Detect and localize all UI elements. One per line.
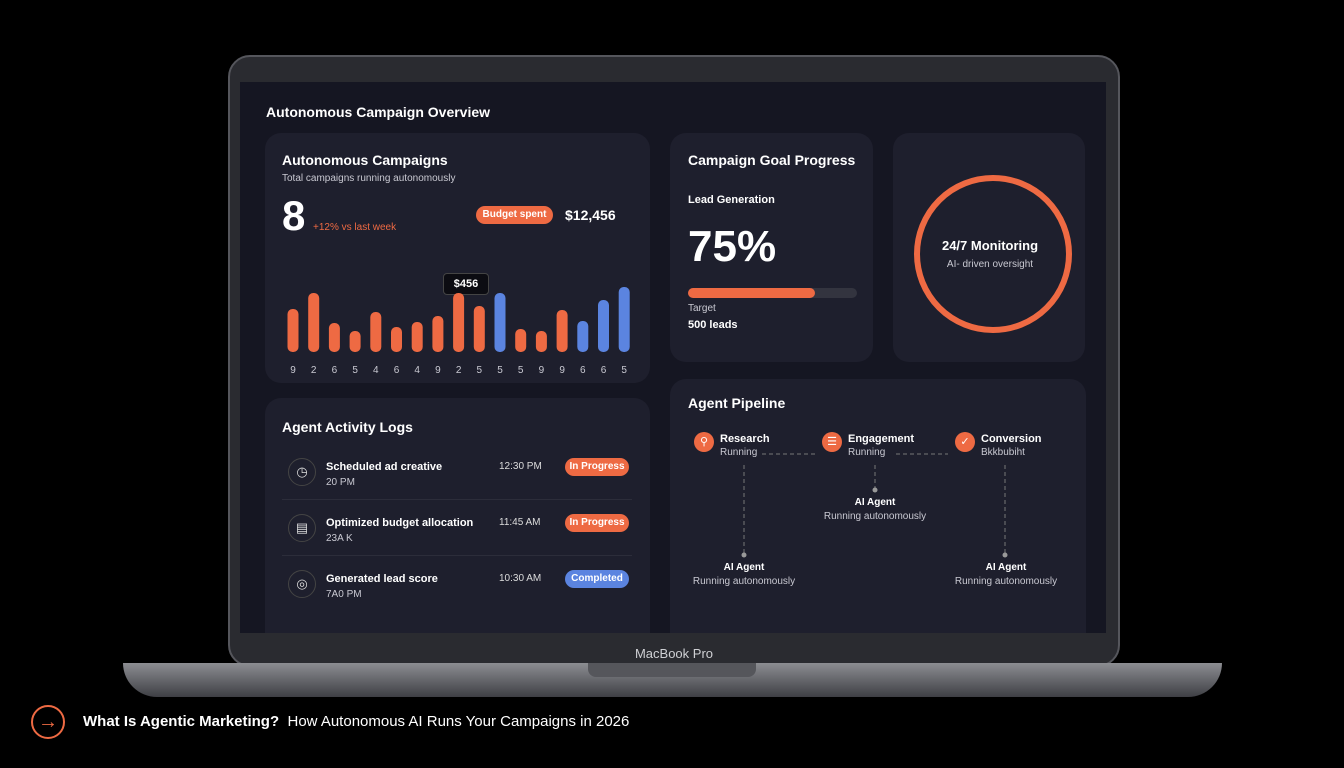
x-tick-label: 5	[497, 365, 503, 376]
agent-status: Running autonomously	[823, 511, 927, 522]
x-tick-label: 5	[518, 365, 524, 376]
x-tick-label: 2	[456, 365, 462, 376]
log-icon: ◷	[288, 458, 316, 486]
bar	[411, 322, 423, 352]
log-divider	[282, 555, 632, 556]
log-sub: 20 PM	[326, 477, 355, 488]
stage-status: Running	[848, 447, 886, 458]
bar	[328, 323, 340, 352]
bar	[618, 287, 630, 352]
goal-title: Campaign Goal Progress	[688, 152, 856, 168]
target-value: 500 leads	[688, 319, 738, 331]
log-text: Generated lead score	[326, 573, 438, 585]
bar	[453, 293, 465, 352]
status-pill: In Progress	[565, 458, 629, 476]
agent-name: AI Agent	[854, 497, 896, 508]
target-label: Target	[688, 303, 716, 314]
bar	[494, 293, 506, 352]
agent-name: AI Agent	[985, 562, 1027, 573]
x-tick-label: 5	[477, 365, 483, 376]
pipeline-title: Agent Pipeline	[688, 395, 786, 411]
bar	[349, 331, 361, 352]
x-tick-label: 9	[290, 365, 296, 376]
x-tick-label: 2	[311, 365, 317, 376]
x-tick-label: 9	[539, 365, 545, 376]
monitoring-subtitle: AI- driven oversight	[946, 259, 1034, 270]
stage-status: Bkkbubiht	[981, 447, 1025, 458]
bar	[473, 306, 485, 352]
footer-caption: What Is Agentic Marketing? How Autonomou…	[83, 713, 629, 730]
logs-title: Agent Activity Logs	[282, 419, 413, 435]
bar	[515, 329, 527, 352]
campaigns-subtitle: Total campaigns running autonomously	[282, 173, 456, 184]
connector-dot	[741, 552, 747, 558]
bar	[432, 316, 444, 352]
bar	[535, 331, 547, 352]
connector-dot	[1002, 552, 1008, 558]
bar	[577, 321, 589, 352]
header-title: Autonomous Campaign Overview	[266, 104, 491, 120]
campaigns-title: Autonomous Campaigns	[282, 152, 448, 168]
log-icon: ◎	[288, 570, 316, 598]
footer-rest: How Autonomous AI Runs Your Campaigns in…	[287, 713, 630, 730]
stage-name: Conversion	[981, 433, 1042, 445]
x-tick-label: 5	[352, 365, 358, 376]
log-sub: 7A0 PM	[326, 589, 362, 600]
arrow-icon: →	[31, 705, 65, 739]
log-text: Optimized budget allocation	[326, 517, 474, 529]
stage-icon: ☰	[822, 432, 842, 452]
monitoring-title: 24/7 Monitoring	[941, 238, 1039, 253]
x-tick-label: 4	[373, 365, 379, 376]
x-tick-label: 6	[601, 365, 607, 376]
bar	[308, 293, 320, 352]
pipeline-panel	[670, 379, 1086, 633]
stage-name: Research	[720, 433, 770, 445]
campaign-count: 8	[282, 192, 306, 239]
goal-panel	[670, 133, 873, 362]
bar	[287, 309, 299, 352]
goal-metric: Lead Generation	[688, 194, 775, 206]
monitoring-ring	[914, 175, 1072, 333]
bar	[391, 327, 402, 352]
budget-pill: Budget spent	[476, 206, 553, 224]
device-label: MacBook Pro	[634, 646, 714, 661]
progress-fill	[688, 288, 815, 298]
x-tick-label: 4	[414, 365, 420, 376]
stage-icon: ⚲	[694, 432, 714, 452]
status-pill: Completed	[565, 570, 629, 588]
campaign-change: +12% vs last week	[313, 222, 397, 233]
bar	[370, 312, 382, 352]
stage-status: Running	[720, 447, 758, 458]
status-pill: In Progress	[565, 514, 629, 532]
x-tick-label: 6	[332, 365, 338, 376]
log-text: Scheduled ad creative	[326, 461, 443, 473]
notch	[588, 663, 756, 677]
stage-icon: ✓	[955, 432, 975, 452]
agent-status: Running autonomously	[692, 576, 796, 587]
stage-name: Engagement	[848, 433, 915, 445]
x-tick-label: 9	[435, 365, 441, 376]
agent-status: Running autonomously	[954, 576, 1058, 587]
x-tick-label: 6	[394, 365, 400, 376]
x-tick-label: 9	[559, 365, 565, 376]
agent-name: AI Agent	[723, 562, 765, 573]
budget-value: $12,456	[565, 207, 616, 223]
log-divider	[282, 499, 632, 500]
x-tick-label: 5	[621, 365, 627, 376]
log-sub: 23A K	[326, 533, 353, 544]
connector-dot	[872, 487, 878, 493]
bar	[556, 310, 568, 352]
log-time: 10:30 AM	[499, 573, 542, 584]
bar	[598, 300, 609, 352]
log-time: 12:30 PM	[499, 461, 542, 472]
x-tick-label: 6	[580, 365, 586, 376]
log-time: 11:45 AM	[499, 517, 541, 528]
log-icon: ▤	[288, 514, 316, 542]
footer-bold: What Is Agentic Marketing?	[83, 713, 280, 730]
goal-percent: 75%	[688, 222, 777, 271]
tooltip: $456	[443, 273, 489, 295]
